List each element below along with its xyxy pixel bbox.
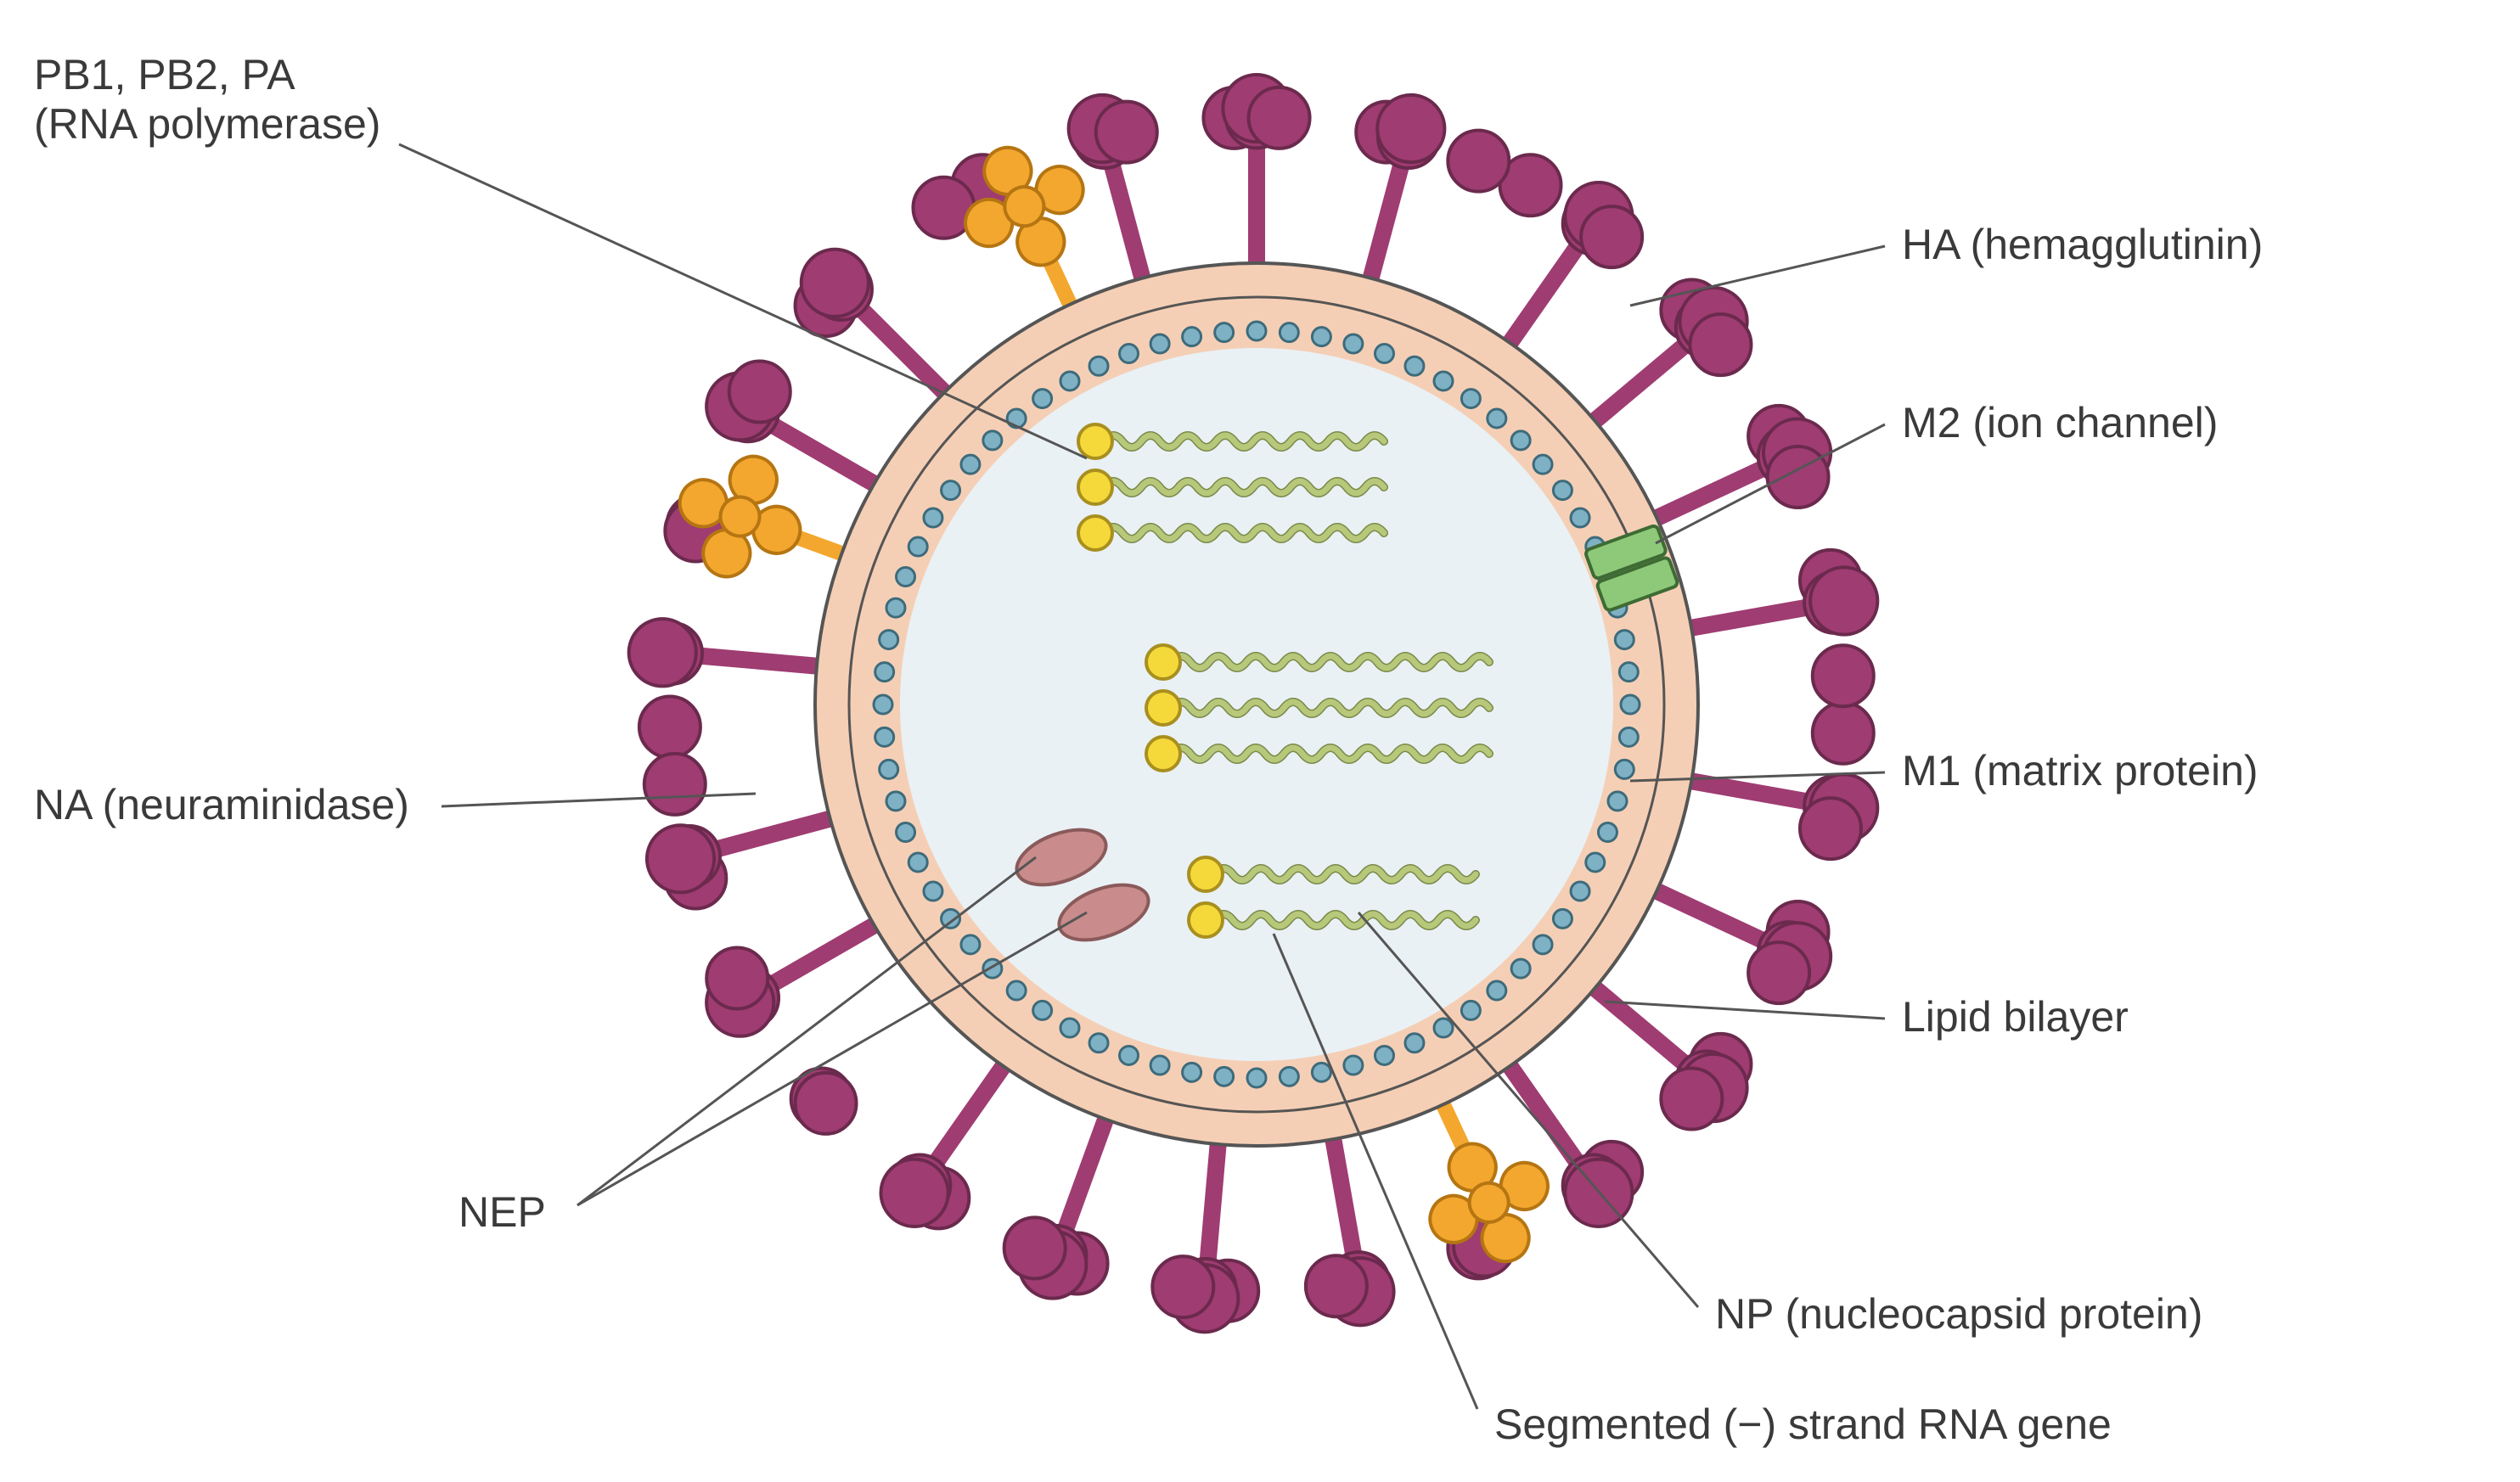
label-pb: PB1, PB2, PA(RNA polymerase) — [34, 51, 380, 149]
label-nep: NEP — [458, 1188, 546, 1238]
leader-ha — [1630, 246, 1885, 306]
label-np: NP (nucleocapsid protein) — [1715, 1290, 2202, 1339]
label-m1: M1 (matrix protein) — [1902, 747, 2258, 796]
polymerase-dot — [1078, 424, 1112, 458]
label-seg: Segmented (−) strand RNA gene — [1494, 1401, 2112, 1450]
polymerase-dot — [1146, 691, 1180, 725]
label-m2: M2 (ion channel) — [1902, 399, 2218, 448]
polymerase-dot — [1078, 470, 1112, 504]
polymerase-dot — [1146, 645, 1180, 679]
polymerase-dot — [1146, 737, 1180, 771]
leader-na — [442, 794, 756, 806]
polymerase-dot — [1189, 903, 1223, 937]
label-na: NA (neuraminidase) — [34, 781, 409, 830]
leader-lipid — [1605, 1002, 1885, 1019]
diagram-stage: PB1, PB2, PA(RNA polymerase) NA (neurami… — [0, 0, 2520, 1482]
label-ha: HA (hemagglutinin) — [1902, 221, 2263, 270]
label-lipid: Lipid bilayer — [1902, 993, 2129, 1042]
polymerase-dot — [1189, 857, 1223, 891]
polymerase-dot — [1078, 516, 1112, 550]
